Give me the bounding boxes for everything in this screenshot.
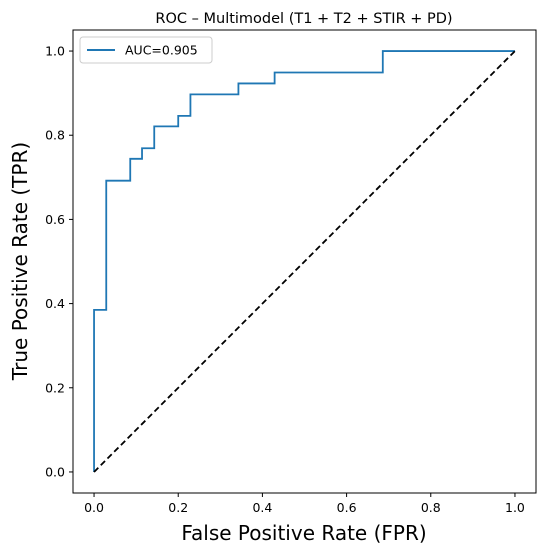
x-tick-label: 0.6 (337, 500, 357, 515)
y-tick-label: 1.0 (45, 44, 65, 59)
legend-entry-auc: AUC=0.905 (125, 43, 198, 58)
y-axis-ticks: 0.0 0.2 0.4 0.6 0.8 1.0 (45, 44, 73, 479)
roc-curve-line (93, 50, 515, 472)
y-tick-label: 0.4 (45, 296, 65, 311)
plot-frame (72, 29, 537, 494)
y-axis-label: True Positive Rate (TPR) (8, 142, 32, 381)
x-tick-label: 0.0 (84, 500, 104, 515)
legend: AUC=0.905 (79, 36, 213, 64)
chart-title: ROC – Multimodel (T1 + T2 + STIR + PD) (155, 11, 452, 27)
x-axis-ticks: 0.0 0.2 0.4 0.6 0.8 1.0 (84, 493, 525, 515)
x-tick-label: 1.0 (505, 500, 525, 515)
chance-diagonal-line (93, 50, 516, 473)
x-tick-label: 0.2 (168, 500, 188, 515)
legend-box (79, 36, 213, 64)
y-tick-label: 0.0 (45, 464, 65, 479)
x-tick-label: 0.4 (252, 500, 272, 515)
series-layer (93, 50, 516, 473)
x-tick-label: 0.8 (421, 500, 441, 515)
x-axis-label: False Positive Rate (FPR) (181, 521, 426, 545)
y-tick-label: 0.8 (45, 128, 65, 143)
y-tick-label: 0.6 (45, 212, 65, 227)
y-tick-label: 0.2 (45, 380, 65, 395)
